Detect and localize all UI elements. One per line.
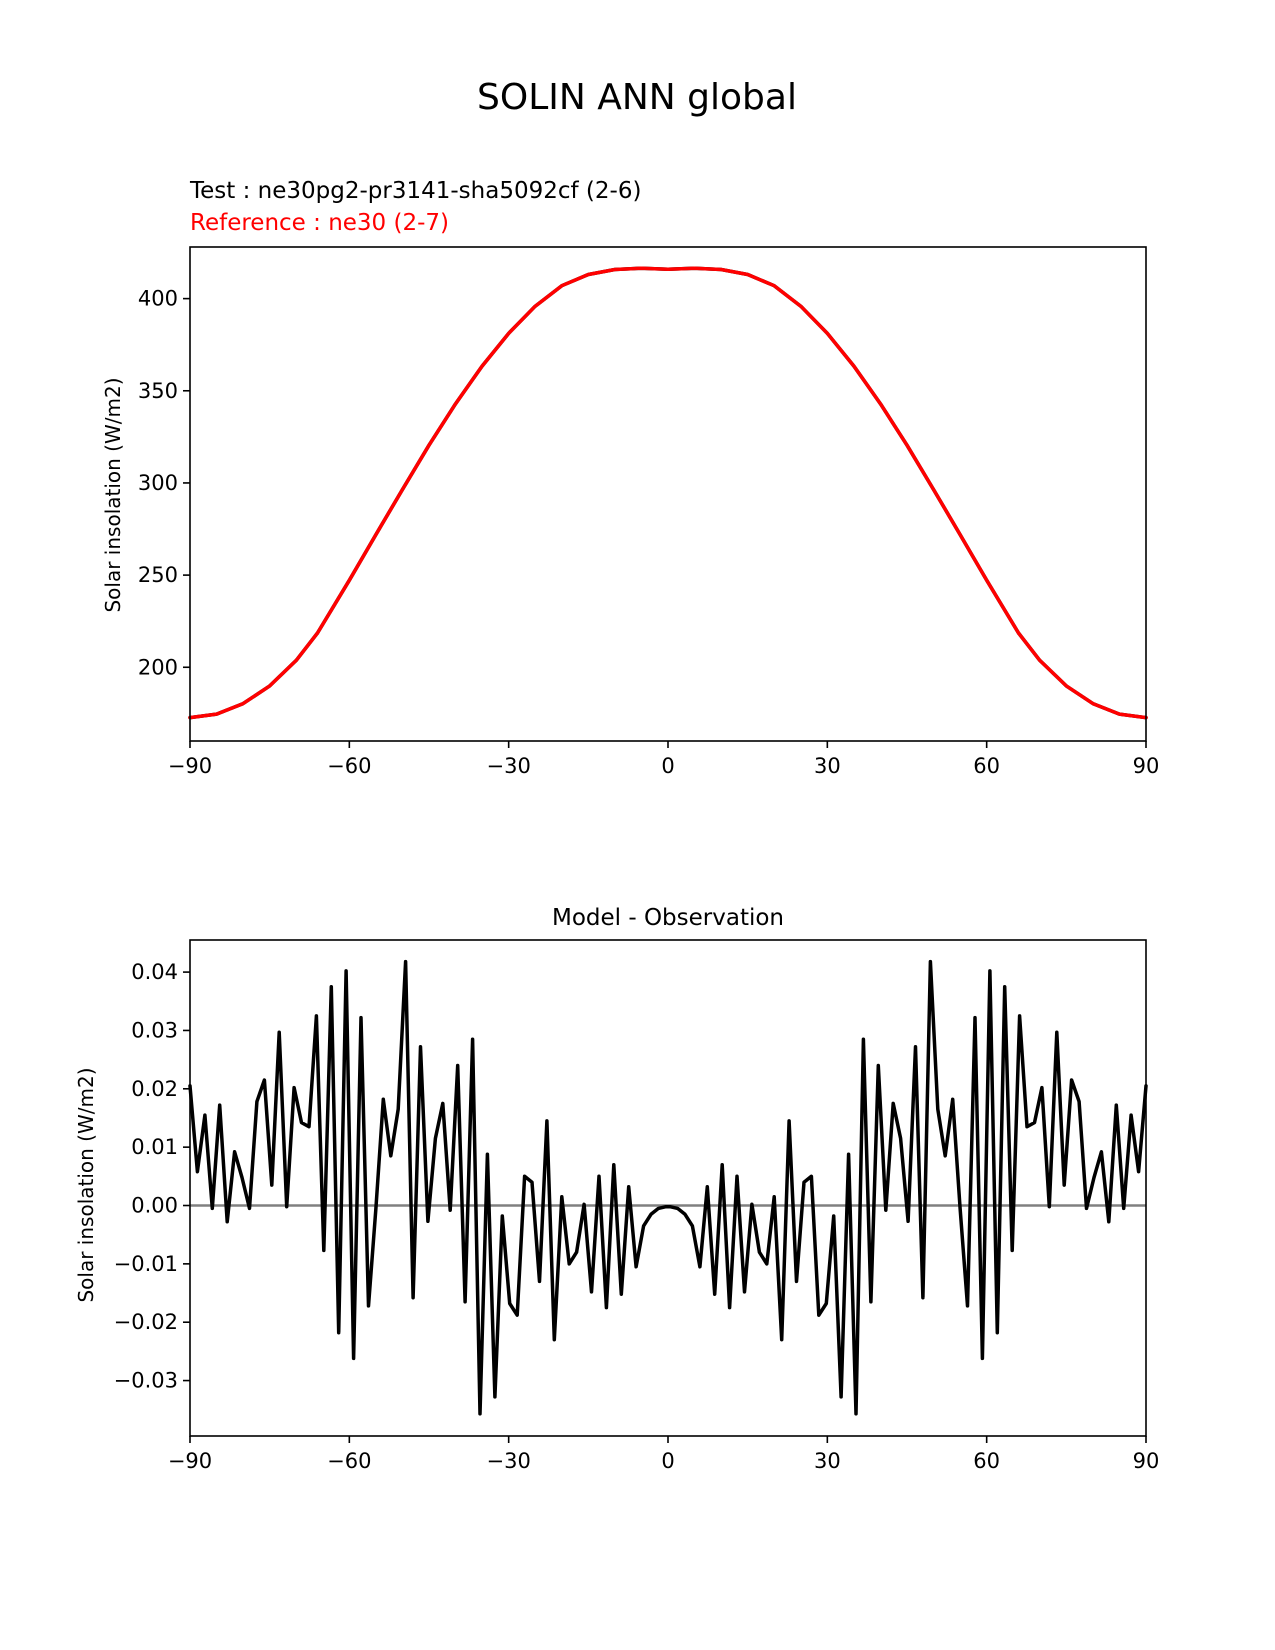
top-xtick-label: 0 bbox=[661, 754, 674, 778]
bottom-ytick-label: 0.00 bbox=[131, 1194, 178, 1218]
top-xtick-label: −30 bbox=[487, 754, 531, 778]
top-series-group bbox=[188, 266, 1148, 720]
top-series-reference bbox=[188, 266, 1148, 720]
bottom-xtick-label: 90 bbox=[1133, 1449, 1160, 1473]
top-ytick-label: 200 bbox=[138, 655, 178, 679]
top-xtick-label: −90 bbox=[168, 754, 212, 778]
bottom-ytick-label: −0.02 bbox=[114, 1310, 178, 1334]
bottom-ytick-label: 0.04 bbox=[131, 960, 178, 984]
bottom-xtick-label: −30 bbox=[487, 1449, 531, 1473]
top-ytick-label: 350 bbox=[138, 379, 178, 403]
bottom-series-model-observation bbox=[188, 959, 1148, 1416]
bottom-panel: Model - Observation −0.03 −0.02 −0.01 0.00 0… bbox=[74, 905, 1159, 1473]
bottom-xtick-label: −90 bbox=[168, 1449, 212, 1473]
top-xtick-label: 90 bbox=[1133, 754, 1160, 778]
top-ytick-label: 400 bbox=[138, 287, 178, 311]
bottom-ytick-label: −0.03 bbox=[114, 1369, 178, 1393]
bottom-series-group bbox=[188, 959, 1148, 1416]
bottom-xtick-label: 30 bbox=[814, 1449, 841, 1473]
bottom-y-ticks: −0.03 −0.02 −0.01 0.00 0.01 0.02 0.03 0.04 bbox=[114, 960, 190, 1393]
bottom-ytick-label: 0.03 bbox=[131, 1018, 178, 1042]
top-xtick-label: 30 bbox=[814, 754, 841, 778]
bottom-ytick-label: 0.01 bbox=[131, 1135, 178, 1159]
bottom-ytick-label: −0.01 bbox=[114, 1252, 178, 1276]
bottom-title: Model - Observation bbox=[552, 905, 784, 931]
bottom-xtick-label: 0 bbox=[661, 1449, 674, 1473]
top-series-test bbox=[188, 266, 1148, 720]
top-subtitle-test: Test : ne30pg2-pr3141-sha5092cf (2-6) bbox=[189, 178, 641, 204]
top-panel: Test : ne30pg2-pr3141-sha5092cf (2-6) Re… bbox=[101, 178, 1159, 778]
bottom-xtick-label: −60 bbox=[327, 1449, 371, 1473]
bottom-y-axis-label: Solar insolation (W/m2) bbox=[74, 1067, 98, 1302]
top-y-ticks: 200 250 300 350 400 bbox=[138, 287, 190, 679]
bottom-xtick-label: 60 bbox=[973, 1449, 1000, 1473]
bottom-x-ticks: −90 −60 −30 0 30 60 90 bbox=[168, 1436, 1160, 1473]
top-y-axis-label: Solar insolation (W/m2) bbox=[101, 377, 125, 612]
top-xtick-label: −60 bbox=[327, 754, 371, 778]
top-axes-frame bbox=[189, 246, 1147, 742]
bottom-axes-frame bbox=[189, 939, 1147, 1437]
top-ytick-label: 250 bbox=[138, 563, 178, 587]
bottom-ytick-label: 0.02 bbox=[131, 1077, 178, 1101]
top-subtitle-reference: Reference : ne30 (2-7) bbox=[190, 210, 449, 236]
top-x-ticks: −90 −60 −30 0 30 60 90 bbox=[168, 741, 1160, 778]
top-ytick-label: 300 bbox=[138, 471, 178, 495]
figure-title: SOLIN ANN global bbox=[477, 77, 797, 118]
top-xtick-label: 60 bbox=[973, 754, 1000, 778]
